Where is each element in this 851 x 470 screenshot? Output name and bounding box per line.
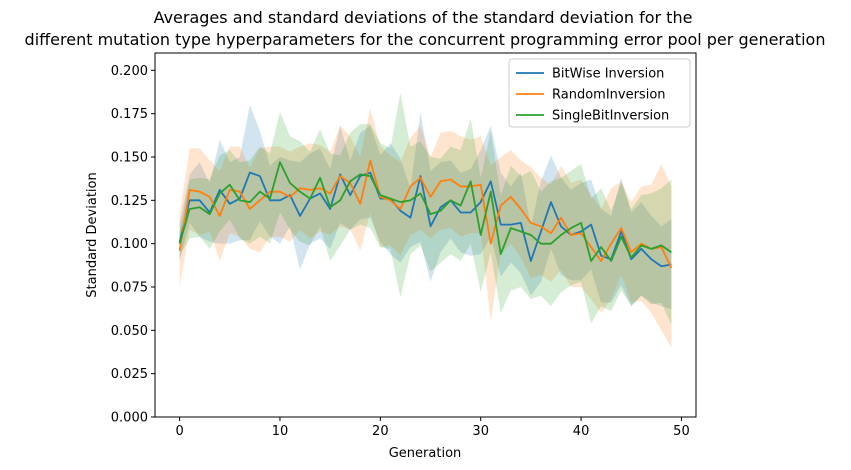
series-line-randominversion — [178, 159, 673, 269]
y-tick-label: 0.100 — [111, 237, 148, 252]
x-tick-label: 40 — [573, 424, 590, 439]
plot-area-frame — [154, 52, 697, 418]
chart-title-line-1: Averages and standard deviations of the … — [154, 8, 693, 27]
band-layer — [179, 92, 672, 348]
series-line-bitwise-inversion — [178, 171, 672, 268]
y-tick-label: 0.175 — [111, 107, 148, 122]
x-tick-label: 30 — [472, 424, 489, 439]
x-tick-label: 0 — [175, 424, 183, 439]
legend-box — [508, 58, 691, 128]
x-tick-label: 20 — [372, 424, 389, 439]
band-bitwise-inversion — [179, 105, 672, 310]
y-tick-label: 0.075 — [111, 281, 148, 296]
y-axis-ticks: 0.000 0.025 0.050 0.075 0.100 0.125 0.150 0.175… — [111, 64, 155, 426]
y-tick-label: 0.050 — [111, 324, 148, 339]
x-tick-label: 10 — [272, 424, 289, 439]
y-tick-label: 0.000 — [111, 411, 148, 426]
line-layer — [178, 159, 673, 269]
chart-title: Averages and standard deviations of the … — [25, 8, 826, 49]
x-axis-label: Generation — [389, 446, 462, 461]
y-tick-label: 0.200 — [111, 64, 148, 79]
legend: BitWise Inversion RandomInversion SingleBi… — [508, 58, 691, 128]
legend-label-singlebitinversion: SingleBitInversion — [552, 109, 669, 124]
y-tick-label: 0.150 — [111, 151, 148, 166]
x-axis-ticks: 0 10 20 30 40 50 — [175, 417, 690, 439]
legend-label-bitwise-inversion: BitWise Inversion — [552, 67, 664, 82]
chart-title-line-2: different mutation type hyperparameters … — [25, 30, 826, 49]
band-singlebitinversion — [179, 92, 672, 326]
band-randominversion — [179, 108, 672, 348]
series-line-singlebitinversion — [178, 161, 672, 262]
y-axis-label: Standard Deviation — [85, 172, 100, 297]
legend-label-randominversion: RandomInversion — [552, 88, 666, 103]
y-tick-label: 0.025 — [111, 367, 148, 382]
y-tick-label: 0.125 — [111, 194, 148, 209]
x-tick-label: 50 — [673, 424, 690, 439]
